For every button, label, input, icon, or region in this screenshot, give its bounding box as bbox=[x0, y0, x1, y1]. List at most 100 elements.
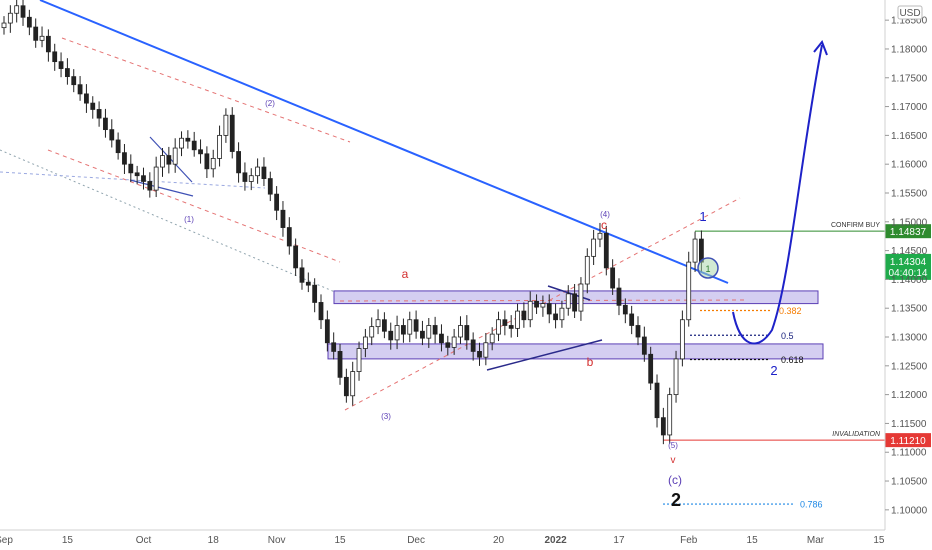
candle-body bbox=[413, 319, 419, 332]
candle-body bbox=[426, 325, 432, 339]
candle-body bbox=[521, 310, 527, 321]
wave-label: (1) bbox=[184, 215, 194, 224]
candle-body bbox=[458, 325, 463, 338]
invalidation-text: INVALIDATION bbox=[832, 431, 881, 438]
candle-body bbox=[324, 319, 330, 344]
candle-body bbox=[84, 93, 89, 104]
price-tick-label: 1.15500 bbox=[891, 188, 928, 199]
time-tick-label: 18 bbox=[208, 535, 220, 546]
candle-body bbox=[312, 284, 318, 303]
candle-body bbox=[255, 166, 261, 177]
candle-body bbox=[280, 209, 286, 228]
wave-label: 2 bbox=[671, 490, 681, 510]
dotted-line bbox=[0, 149, 336, 293]
candle-body bbox=[229, 114, 235, 152]
candle-body bbox=[407, 319, 413, 335]
time-tick-label: 15 bbox=[747, 535, 759, 546]
candle-body bbox=[553, 313, 558, 321]
candle-body bbox=[527, 300, 533, 321]
candle-body bbox=[578, 283, 584, 312]
fib-label: 0.5 bbox=[781, 331, 794, 341]
candle-body bbox=[572, 293, 577, 312]
candle-body bbox=[217, 134, 222, 159]
price-tick-label: 1.15000 bbox=[891, 217, 928, 228]
wave-label: 1 bbox=[699, 209, 706, 224]
price-axis[interactable]: 1.18500 1.18000 1.17500 1.17000 1.16500 1.160… bbox=[884, 0, 928, 530]
candle-body bbox=[45, 35, 51, 53]
price-tick-label: 1.14500 bbox=[891, 246, 928, 257]
candle-body bbox=[267, 178, 273, 195]
price-tick-label: 1.17500 bbox=[891, 73, 928, 84]
candle-body bbox=[667, 394, 673, 436]
candle-body bbox=[401, 325, 406, 335]
candle-body bbox=[261, 166, 267, 179]
candle-body bbox=[134, 172, 140, 177]
candle-body bbox=[293, 245, 299, 269]
wave-label: c bbox=[601, 218, 607, 232]
candle-body bbox=[14, 5, 20, 14]
price-tick-label: 1.18500 bbox=[891, 16, 928, 27]
candle-body bbox=[90, 102, 96, 110]
time-tick-label: 15 bbox=[334, 535, 346, 546]
candle-body bbox=[147, 181, 153, 191]
price-tick-label: 1.16500 bbox=[891, 131, 928, 142]
candle-body bbox=[508, 325, 514, 329]
candle-body bbox=[673, 358, 679, 396]
candle-body bbox=[622, 304, 628, 315]
candle-body bbox=[337, 351, 343, 378]
current-price-label: 1.14304 bbox=[890, 257, 927, 268]
candle-body bbox=[616, 287, 622, 306]
channel-dashed-line bbox=[61, 37, 351, 143]
candle-body bbox=[629, 313, 635, 326]
candle-body bbox=[122, 152, 127, 165]
candle-body bbox=[540, 303, 546, 308]
time-tick-label: 2022 bbox=[544, 535, 567, 546]
candle-body bbox=[597, 232, 603, 240]
trendlines: 0.382 0.5 0.618 0.786 bbox=[0, 0, 885, 510]
wave-label: 1 bbox=[705, 264, 710, 274]
candle-body bbox=[635, 325, 641, 338]
candle-body bbox=[299, 267, 305, 283]
candle-body bbox=[26, 16, 32, 28]
candle-body bbox=[439, 333, 444, 344]
candle-body bbox=[477, 351, 482, 358]
candle-body bbox=[248, 175, 254, 182]
time-tick-label: 15 bbox=[62, 535, 74, 546]
wave-label: v bbox=[671, 455, 676, 466]
candle-body bbox=[464, 325, 470, 341]
candle-body bbox=[109, 129, 115, 141]
candle-body bbox=[496, 319, 501, 335]
candle-body bbox=[236, 151, 241, 174]
candle-body bbox=[191, 140, 197, 151]
fib-label: 0.786 bbox=[800, 500, 823, 510]
candle-body bbox=[420, 330, 425, 339]
price-tick-label: 1.16000 bbox=[891, 160, 928, 171]
confirm-price-badge bbox=[885, 224, 931, 239]
annotations: (1) (2) (3) (4) (5) a b c v (c) 1 2 2 1 CONFIRM BUY 1.1… bbox=[184, 40, 931, 510]
wave-label: (c) bbox=[668, 473, 682, 487]
price-tick-label: 1.12500 bbox=[891, 361, 928, 372]
candle-body bbox=[223, 114, 229, 136]
candle-body bbox=[641, 336, 647, 355]
time-tick-label: 17 bbox=[613, 535, 625, 546]
candle-body bbox=[71, 76, 77, 86]
candle-body bbox=[7, 12, 13, 24]
candle-body bbox=[20, 5, 26, 18]
price-tick-label: 1.17000 bbox=[891, 102, 928, 113]
candle-body bbox=[65, 68, 70, 78]
candle-body bbox=[210, 158, 216, 170]
candle-body bbox=[483, 342, 489, 358]
candle-body bbox=[356, 348, 362, 372]
candle-body bbox=[350, 371, 356, 397]
time-tick-label: Mar bbox=[807, 535, 825, 546]
candle-body bbox=[362, 336, 368, 349]
time-axis[interactable]: Sep 15 Oct 18 Nov 15 Dec 20 2022 17 Feb 15 Mar 15 bbox=[0, 529, 885, 546]
candle-body bbox=[115, 139, 121, 154]
candle-body bbox=[318, 302, 324, 321]
wave-label: 2 bbox=[770, 363, 777, 378]
candle-body bbox=[432, 325, 438, 335]
confirm-buy-text: CONFIRM BUY bbox=[831, 222, 880, 229]
candle-body bbox=[141, 175, 146, 182]
time-tick-label: Feb bbox=[680, 535, 698, 546]
